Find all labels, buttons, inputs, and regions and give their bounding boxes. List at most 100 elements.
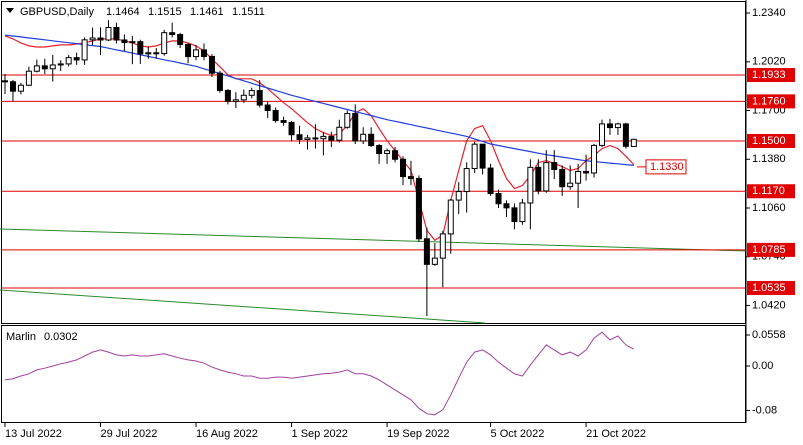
candle-body xyxy=(567,182,574,188)
candle-body xyxy=(57,63,64,66)
moving-average xyxy=(4,34,634,166)
candle-body xyxy=(415,177,422,240)
level-label-box xyxy=(747,184,795,199)
x-tick-label: 16 Aug 2022 xyxy=(196,428,258,440)
candle-body xyxy=(17,84,24,92)
candle-body xyxy=(407,176,414,179)
candle-body xyxy=(248,90,255,96)
candle-body xyxy=(559,168,566,188)
candle-body xyxy=(543,162,550,192)
candle-body xyxy=(256,90,263,106)
candle-body xyxy=(495,193,502,205)
level-label-box xyxy=(747,133,795,148)
candle-body xyxy=(599,123,605,146)
candle-body xyxy=(240,94,247,101)
candle-body xyxy=(25,70,32,86)
y-tick-label: 1.1060 xyxy=(752,202,786,214)
candle-body xyxy=(423,238,430,265)
indicator-title: Marlin xyxy=(6,331,36,343)
candle-body xyxy=(89,37,96,41)
candle-body xyxy=(503,203,510,209)
candle-body xyxy=(328,135,335,141)
level-label-box xyxy=(747,94,795,109)
candle-body xyxy=(630,138,637,147)
x-tick-label: 5 Oct 2022 xyxy=(491,428,545,440)
candle-body xyxy=(479,143,486,169)
candle-body xyxy=(368,133,375,147)
candle-body xyxy=(296,134,303,140)
candle-body xyxy=(455,191,462,201)
candle-body xyxy=(153,52,160,55)
dropdown-icon[interactable] xyxy=(6,8,14,13)
level-label-box xyxy=(747,68,795,83)
candle-body xyxy=(121,39,128,44)
level-label: 1.0785 xyxy=(752,244,786,256)
x-tick-label: 21 Oct 2022 xyxy=(586,428,646,440)
candle-body xyxy=(535,166,542,192)
candle-body xyxy=(113,27,120,41)
candle-body xyxy=(177,34,184,45)
candle-body xyxy=(161,32,168,55)
candle-body xyxy=(208,55,215,74)
annotation-label: 1.1330 xyxy=(650,161,684,173)
candle-body xyxy=(320,135,327,140)
candle-body xyxy=(193,49,200,58)
candle-body xyxy=(224,89,231,102)
candle-body xyxy=(49,64,56,70)
candle-body xyxy=(312,137,319,140)
candle-body xyxy=(280,120,287,123)
candle-body xyxy=(288,121,295,136)
candle-body xyxy=(304,137,311,140)
candle-body xyxy=(65,57,72,65)
candle-body xyxy=(336,126,343,141)
indicator-tick-label: 0.0558 xyxy=(752,329,786,341)
candle-body xyxy=(511,207,518,223)
quote-value: 1.1461 xyxy=(190,6,224,18)
candle-body xyxy=(169,32,176,36)
level-label-box xyxy=(747,280,795,295)
candle-body xyxy=(360,133,367,142)
candle-body xyxy=(447,199,454,235)
candle-body xyxy=(575,170,582,184)
candle-body xyxy=(439,233,446,259)
annotation-box xyxy=(645,159,687,175)
indicator-line xyxy=(4,331,635,416)
candle-body xyxy=(2,80,8,83)
candle-body xyxy=(201,49,207,57)
indicator-tick-label: -0.08 xyxy=(752,404,777,416)
level-label: 1.1500 xyxy=(752,135,786,147)
candle-body xyxy=(232,99,239,102)
candle-body xyxy=(622,123,629,147)
candle-body xyxy=(41,65,48,70)
candle-body xyxy=(527,166,534,204)
y-tick-label: 1.2020 xyxy=(752,56,786,68)
candle-body xyxy=(145,52,152,55)
candle-body xyxy=(400,158,406,178)
candle-body xyxy=(487,167,494,195)
candle-body xyxy=(606,123,613,129)
level-label: 1.0535 xyxy=(752,282,786,294)
trend-line xyxy=(0,228,747,252)
candle-body xyxy=(137,41,144,55)
candle-body xyxy=(519,202,526,223)
candle-body xyxy=(9,81,16,92)
level-label-box xyxy=(747,242,795,257)
candle-body xyxy=(591,144,598,174)
candle-body xyxy=(551,162,558,170)
y-tick-label: 1.0420 xyxy=(752,299,786,311)
level-label: 1.1760 xyxy=(752,95,786,107)
candle-body xyxy=(97,37,104,41)
candle-body xyxy=(129,41,136,44)
candle-body xyxy=(81,39,88,61)
x-tick-label: 1 Sep 2022 xyxy=(292,428,348,440)
x-tick-label: 29 Jul 2022 xyxy=(101,428,158,440)
quote-value: 1.1464 xyxy=(106,6,140,18)
candle-body xyxy=(384,150,391,154)
x-tick-label: 19 Sep 2022 xyxy=(387,428,449,440)
candle-body xyxy=(344,113,351,128)
candle-body xyxy=(264,104,271,112)
candle-body xyxy=(352,113,359,142)
candle-body xyxy=(392,150,399,160)
candle-body xyxy=(471,143,478,170)
